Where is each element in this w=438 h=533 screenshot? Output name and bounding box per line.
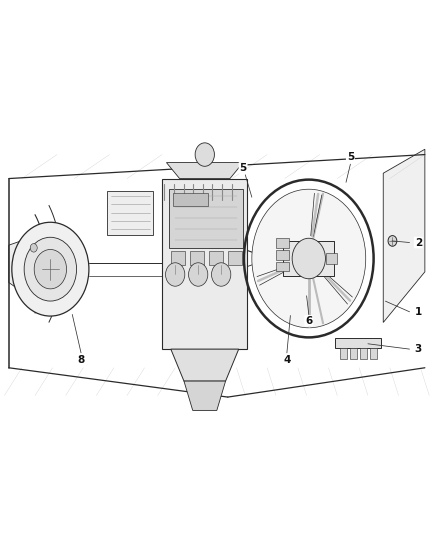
Polygon shape (370, 348, 377, 359)
Polygon shape (184, 381, 226, 410)
Polygon shape (171, 251, 185, 265)
Polygon shape (383, 149, 425, 322)
Bar (276, 238, 289, 248)
Bar (276, 250, 289, 260)
Text: 5: 5 (240, 163, 247, 173)
Text: 5: 5 (347, 152, 354, 162)
Polygon shape (190, 251, 204, 265)
Bar (276, 262, 289, 271)
Text: 6: 6 (305, 316, 312, 326)
Polygon shape (360, 348, 367, 359)
Polygon shape (171, 349, 239, 381)
Circle shape (188, 263, 208, 286)
Polygon shape (162, 179, 247, 349)
Circle shape (34, 249, 67, 289)
Polygon shape (107, 191, 153, 235)
Bar (283, 241, 334, 276)
Polygon shape (228, 251, 242, 265)
Polygon shape (166, 163, 243, 179)
Text: 1: 1 (415, 307, 422, 317)
Circle shape (12, 222, 89, 316)
Polygon shape (173, 193, 208, 206)
Text: 2: 2 (415, 238, 422, 247)
Text: 4: 4 (283, 355, 290, 365)
Circle shape (212, 263, 231, 286)
Circle shape (24, 237, 77, 301)
Circle shape (30, 244, 37, 252)
Circle shape (388, 236, 397, 246)
Polygon shape (209, 251, 223, 265)
Polygon shape (9, 235, 57, 304)
Polygon shape (335, 338, 381, 348)
Circle shape (292, 238, 325, 279)
Text: 3: 3 (415, 344, 422, 354)
Polygon shape (169, 189, 243, 248)
Polygon shape (340, 348, 347, 359)
Bar (326, 253, 337, 264)
Circle shape (195, 143, 214, 166)
Text: 8: 8 (78, 355, 85, 365)
Circle shape (166, 263, 185, 286)
Circle shape (252, 189, 366, 328)
Polygon shape (350, 348, 357, 359)
